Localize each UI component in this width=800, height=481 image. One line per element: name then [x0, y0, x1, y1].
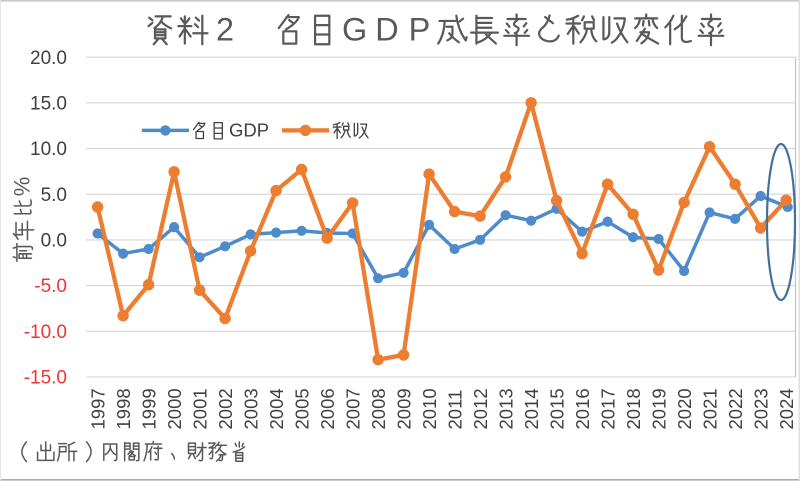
svg-text:20.0: 20.0 — [30, 48, 67, 69]
svg-text:-5.0: -5.0 — [34, 276, 67, 297]
svg-text:2015: 2015 — [547, 388, 568, 429]
svg-text:2024: 2024 — [776, 388, 797, 429]
svg-text:0.0: 0.0 — [41, 231, 67, 252]
svg-text:GDP: GDP — [229, 119, 269, 140]
svg-text:2007: 2007 — [343, 388, 364, 429]
svg-text:2019: 2019 — [649, 388, 670, 429]
svg-text:2006: 2006 — [317, 388, 338, 429]
svg-text:2002: 2002 — [215, 388, 236, 429]
svg-text:1998: 1998 — [113, 388, 134, 429]
svg-text:5.0: 5.0 — [41, 185, 67, 206]
svg-text:2017: 2017 — [598, 388, 619, 429]
svg-text:-10.0: -10.0 — [24, 322, 67, 343]
svg-text:2003: 2003 — [241, 388, 262, 429]
svg-text:2004: 2004 — [266, 388, 287, 429]
svg-text:2014: 2014 — [521, 388, 542, 429]
svg-text:P: P — [409, 11, 431, 47]
svg-text:2009: 2009 — [394, 388, 415, 429]
svg-text:1997: 1997 — [88, 388, 109, 429]
svg-text:G: G — [342, 11, 367, 47]
svg-text:2000: 2000 — [164, 388, 185, 429]
svg-text:%: % — [10, 177, 35, 197]
svg-text:1999: 1999 — [139, 388, 160, 429]
svg-text:2005: 2005 — [292, 388, 313, 429]
svg-text:2001: 2001 — [190, 388, 211, 429]
svg-text:2010: 2010 — [419, 388, 440, 429]
svg-text:2018: 2018 — [623, 388, 644, 429]
svg-text:2008: 2008 — [368, 388, 389, 429]
svg-text:2023: 2023 — [751, 388, 772, 429]
svg-text:2011: 2011 — [445, 390, 466, 430]
svg-text:2021: 2021 — [700, 388, 721, 429]
svg-text:2: 2 — [216, 11, 234, 47]
svg-text:2020: 2020 — [674, 388, 695, 429]
svg-text:15.0: 15.0 — [30, 93, 67, 114]
svg-text:D: D — [375, 11, 398, 47]
svg-text:2016: 2016 — [572, 388, 593, 429]
svg-text:-15.0: -15.0 — [24, 368, 67, 389]
svg-text:2022: 2022 — [725, 388, 746, 429]
svg-text:2013: 2013 — [496, 388, 517, 429]
svg-text:10.0: 10.0 — [30, 139, 67, 160]
svg-text:2012: 2012 — [470, 388, 491, 429]
